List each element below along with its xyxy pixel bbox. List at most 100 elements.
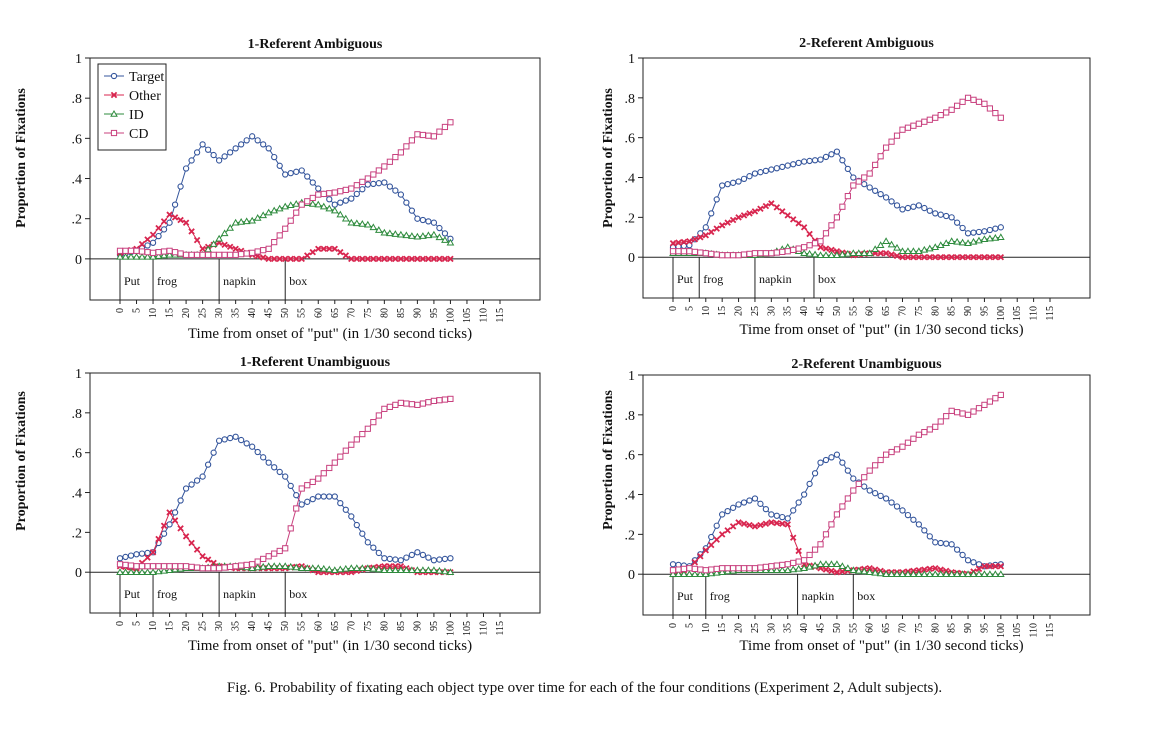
point-cd — [188, 563, 195, 570]
point-target — [757, 500, 764, 507]
point-target — [943, 540, 950, 547]
x-tick-label: 110 — [478, 308, 489, 323]
point-cd — [337, 453, 344, 460]
point-other — [724, 219, 731, 226]
x-tick-label: 5 — [684, 306, 695, 311]
point-cd — [160, 248, 168, 255]
point-id — [319, 202, 328, 210]
point-id — [849, 566, 858, 573]
x-tick-label: 105 — [462, 621, 473, 636]
point-target — [364, 539, 371, 546]
point-cd — [746, 565, 753, 572]
point-target — [375, 180, 382, 187]
point-id — [991, 233, 1000, 241]
point-target — [882, 194, 890, 201]
point-target — [386, 555, 394, 563]
point-id — [259, 562, 268, 570]
point-id — [865, 249, 874, 256]
point-other — [822, 566, 830, 573]
point-id — [920, 245, 929, 253]
point-cd — [166, 563, 173, 570]
point-target — [138, 550, 146, 557]
point-cd — [210, 565, 217, 572]
point-other — [986, 253, 994, 261]
point-cd — [828, 521, 835, 528]
point-target — [899, 206, 906, 213]
point-target — [436, 556, 443, 563]
y-axis-label: Proportion of Fixations — [14, 391, 29, 531]
point-cd — [238, 562, 245, 569]
point-target — [708, 533, 715, 541]
point-target — [861, 483, 868, 490]
point-cd — [921, 118, 928, 125]
x-tick-label: 0 — [668, 623, 679, 628]
point-id — [270, 562, 279, 569]
point-cd — [177, 250, 184, 257]
legend: Target Other ID CD — [97, 63, 167, 151]
point-other — [937, 566, 944, 573]
point-target — [287, 482, 294, 490]
point-target — [833, 148, 841, 155]
point-id — [816, 251, 825, 258]
point-id — [308, 564, 317, 571]
point-id — [947, 237, 956, 245]
x-tick-label: 75 — [914, 623, 925, 633]
point-cd — [910, 122, 917, 129]
x-tick-label: 45 — [264, 308, 275, 318]
point-id — [215, 234, 223, 242]
point-id — [330, 566, 339, 573]
point-id — [707, 569, 716, 577]
point-id — [165, 566, 174, 573]
segment-label-Put: Put — [124, 587, 141, 601]
point-cd — [762, 563, 769, 570]
point-cd — [992, 110, 999, 117]
point-id — [871, 568, 880, 576]
x-tick-label: 50 — [832, 623, 843, 633]
point-id — [132, 568, 141, 575]
x-tick-label: 15 — [165, 308, 176, 318]
point-id — [860, 567, 869, 575]
point-cd — [822, 230, 830, 237]
point-target — [238, 141, 245, 148]
chart-title: 2-Referent Unambiguous — [791, 357, 942, 372]
point-cd — [155, 563, 162, 570]
point-id — [854, 249, 863, 256]
point-cd — [265, 245, 272, 252]
point-id — [204, 245, 212, 253]
point-id — [838, 250, 847, 258]
point-other — [392, 255, 399, 263]
x-tick-label: 75 — [363, 621, 374, 631]
point-other — [359, 255, 366, 263]
point-id — [936, 570, 945, 577]
segment-label-frog: frog — [710, 589, 730, 603]
point-id — [325, 204, 334, 212]
point-cd — [425, 132, 432, 139]
point-other — [915, 253, 923, 261]
point-other — [975, 565, 983, 573]
point-other — [177, 525, 184, 532]
point-target — [702, 224, 709, 231]
x-tick-label: 30 — [214, 308, 225, 318]
figure-caption: Fig. 6. Probability of fixating each obj… — [226, 680, 943, 696]
point-other — [718, 531, 726, 538]
point-other — [204, 556, 212, 563]
x-tick-label: 15 — [717, 306, 728, 316]
point-cd — [719, 252, 726, 259]
point-target — [392, 187, 399, 194]
point-other — [828, 246, 835, 254]
point-cd — [149, 563, 157, 570]
point-id — [336, 210, 345, 218]
point-target — [315, 493, 322, 500]
series-target — [669, 451, 1004, 570]
point-target — [779, 513, 786, 521]
point-target — [850, 475, 857, 482]
point-cd — [392, 401, 399, 408]
point-other — [144, 554, 151, 561]
point-target — [768, 511, 775, 518]
point-other — [773, 519, 781, 527]
point-target — [254, 137, 261, 144]
point-target — [866, 487, 873, 494]
point-other — [910, 253, 917, 261]
point-cd — [342, 447, 349, 454]
point-target — [282, 171, 289, 178]
